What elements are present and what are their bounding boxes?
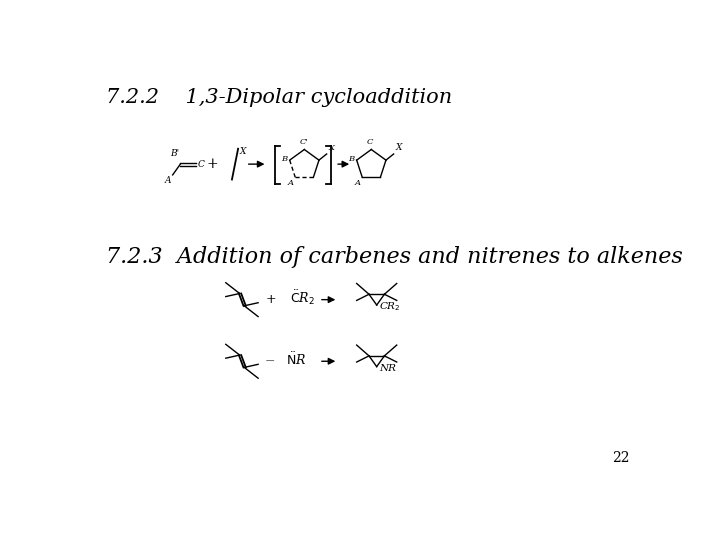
Text: 22: 22 xyxy=(612,451,629,465)
Text: $\ddot{\mathrm{C}}$R$_2$: $\ddot{\mathrm{C}}$R$_2$ xyxy=(290,289,315,307)
Text: 7.2.3  Addition of carbenes and nitrenes to alkenes: 7.2.3 Addition of carbenes and nitrenes … xyxy=(106,246,683,268)
Text: C: C xyxy=(197,160,204,168)
Text: −: − xyxy=(265,355,276,368)
Text: C': C' xyxy=(300,138,309,146)
Text: X: X xyxy=(395,144,402,152)
Text: X: X xyxy=(240,147,246,156)
Text: CR$_2$: CR$_2$ xyxy=(379,300,401,313)
Text: B: B xyxy=(348,154,354,163)
Text: A: A xyxy=(355,179,361,187)
Text: +: + xyxy=(207,157,218,171)
Text: +: + xyxy=(265,293,276,306)
Text: B: B xyxy=(282,154,287,163)
Text: NR: NR xyxy=(379,363,396,373)
Text: A: A xyxy=(165,177,171,185)
Text: A: A xyxy=(288,179,294,187)
Text: B': B' xyxy=(170,149,179,158)
Text: $\ddot{\mathrm{N}}$R: $\ddot{\mathrm{N}}$R xyxy=(286,352,306,368)
Text: 7.2.2    1,3-Dipolar cycloaddition: 7.2.2 1,3-Dipolar cycloaddition xyxy=(106,88,452,107)
Text: C: C xyxy=(366,138,373,146)
Text: X: X xyxy=(328,144,334,152)
